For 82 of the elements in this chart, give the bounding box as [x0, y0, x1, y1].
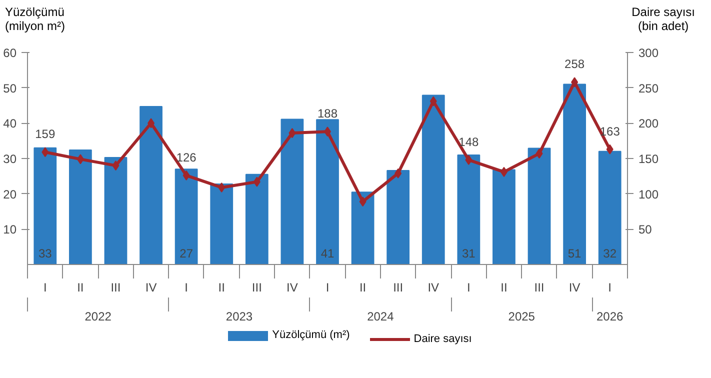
- text: 2025: [508, 310, 536, 324]
- x-tick-label: III: [110, 280, 121, 294]
- data-label: 32: [603, 246, 617, 260]
- y-tick-label: 30: [3, 152, 17, 166]
- point: [76, 154, 84, 164]
- y2-tick-label: 200: [638, 116, 659, 131]
- x-tick-label: IV: [286, 280, 298, 294]
- data-label: 33: [38, 246, 52, 260]
- data-label: 258: [564, 57, 585, 72]
- x-tick-label: II: [77, 280, 84, 294]
- y2-tick-label: 150: [638, 152, 659, 166]
- bar: [280, 118, 304, 264]
- x-tick-label: IV: [428, 280, 440, 294]
- bar: [598, 150, 622, 264]
- bar: [492, 169, 516, 264]
- text: 2023: [226, 310, 253, 324]
- bar: [528, 148, 551, 264]
- point: [112, 160, 120, 171]
- text: 2026: [596, 310, 624, 324]
- point: [430, 96, 437, 106]
- y-tick-label: 50: [3, 81, 17, 96]
- point: [465, 154, 472, 165]
- bar: [457, 154, 480, 264]
- x-tick-label: II: [500, 280, 508, 294]
- text: 2024: [367, 310, 394, 324]
- y2-tick-label: 50: [638, 222, 652, 237]
- x-tick-label: III: [252, 280, 262, 294]
- point: [606, 144, 614, 154]
- bar: [245, 174, 268, 264]
- point: [394, 168, 402, 178]
- bar: [34, 147, 57, 264]
- point: [500, 166, 508, 177]
- x-tick-label: III: [393, 280, 404, 294]
- bar: [563, 84, 586, 264]
- bar: [422, 94, 445, 264]
- bar: [140, 106, 162, 264]
- point: [359, 196, 366, 207]
- bar: [69, 150, 92, 264]
- data-label: 159: [35, 127, 56, 142]
- bar: [386, 170, 410, 264]
- y2-axis-title: Daire sayısı (bin adet): [632, 5, 695, 34]
- x-tick-label: I: [467, 280, 470, 294]
- point: [536, 148, 543, 159]
- data-label: 188: [317, 106, 338, 121]
- bar: [174, 168, 198, 264]
- y-tick-label: 40: [3, 116, 17, 131]
- point: [288, 128, 296, 138]
- bar: [104, 156, 128, 264]
- x-tick-label: IV: [145, 280, 157, 294]
- x-tick-label: I: [326, 280, 330, 294]
- legend-label: Daire sayısı: [412, 332, 472, 346]
- text: 2022: [84, 310, 112, 324]
- y-tick-label: 60: [3, 46, 17, 60]
- x-tick-label: III: [534, 280, 544, 294]
- bar: [351, 192, 374, 264]
- point: [42, 147, 49, 158]
- data-label: 51: [568, 246, 582, 260]
- x-tick-label: II: [359, 280, 366, 294]
- data-label: 27: [180, 246, 194, 260]
- bar: [210, 183, 234, 264]
- x-tick-label: I: [43, 280, 47, 294]
- data-label: 41: [320, 246, 334, 260]
- data-label: 148: [458, 134, 480, 149]
- y-axis-title: Yüzölçümü (milyon m²): [5, 5, 65, 34]
- point: [182, 170, 190, 180]
- y2-tick-label: 100: [638, 187, 659, 202]
- point: [253, 176, 260, 187]
- x-tick-label: II: [218, 280, 225, 294]
- bar: [316, 119, 339, 264]
- data-label: 126: [176, 150, 197, 164]
- point: [571, 77, 578, 88]
- x-tick-label: IV: [568, 280, 580, 294]
- y-tick-label: 10: [3, 222, 17, 237]
- legend-label: Yüzölçümü (m²): [271, 328, 350, 343]
- y-tick-label: 20: [3, 187, 17, 202]
- point: [148, 118, 155, 128]
- point: [218, 182, 226, 192]
- y2-tick-label: 250: [638, 81, 659, 96]
- x-tick-label: I: [184, 280, 188, 294]
- x-tick-label: I: [608, 280, 612, 294]
- y2-tick-label: 300: [638, 46, 659, 60]
- data-label: 31: [462, 246, 476, 260]
